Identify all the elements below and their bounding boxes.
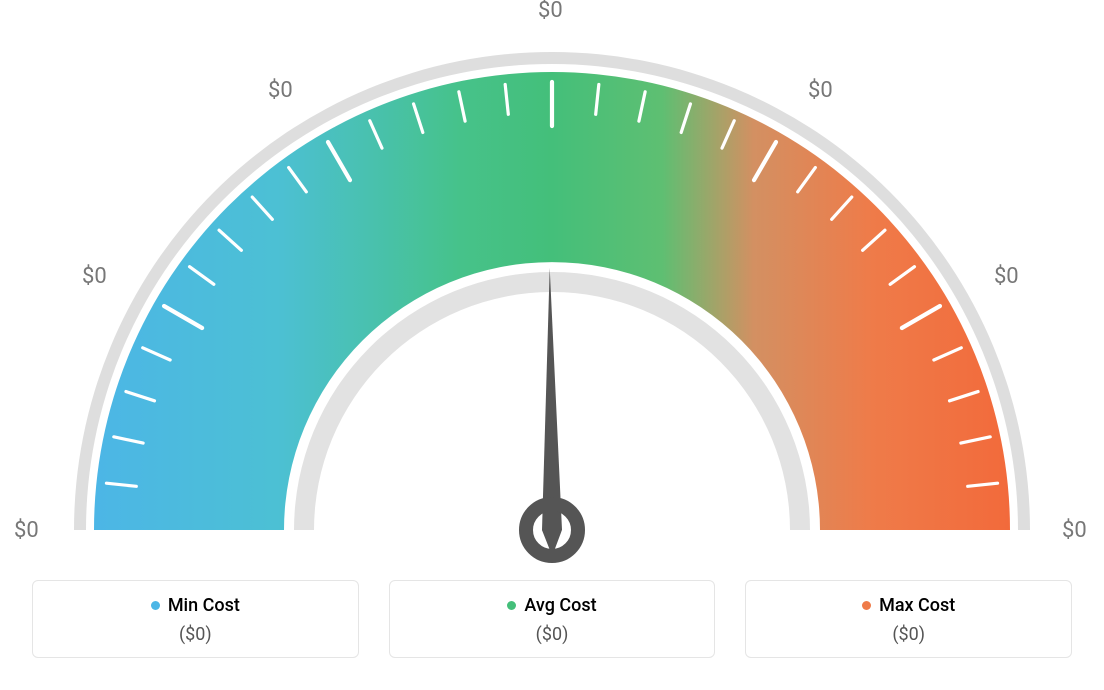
gauge-scale-label: $0 [538, 0, 563, 23]
legend-dot-max [862, 601, 871, 610]
legend-title-min: Min Cost [151, 595, 240, 616]
legend-row: Min Cost ($0) Avg Cost ($0) Max Cost ($0… [32, 580, 1072, 658]
legend-card-max: Max Cost ($0) [745, 580, 1072, 658]
legend-label-min: Min Cost [168, 595, 240, 616]
legend-dot-avg [507, 601, 516, 610]
gauge-container: $0$0$0$0$0$0$0 [22, 10, 1082, 570]
legend-title-avg: Avg Cost [507, 595, 596, 616]
gauge-chart [22, 10, 1082, 570]
legend-label-max: Max Cost [879, 595, 955, 616]
gauge-scale-label: $0 [1062, 518, 1087, 543]
legend-value-avg: ($0) [400, 624, 705, 645]
legend-card-avg: Avg Cost ($0) [389, 580, 716, 658]
legend-label-avg: Avg Cost [524, 595, 596, 616]
gauge-scale-label: $0 [268, 78, 293, 103]
gauge-scale-label: $0 [808, 78, 833, 103]
legend-dot-min [151, 601, 160, 610]
legend-value-max: ($0) [756, 624, 1061, 645]
legend-title-max: Max Cost [862, 595, 955, 616]
gauge-scale-label: $0 [994, 264, 1019, 289]
legend-card-min: Min Cost ($0) [32, 580, 359, 658]
gauge-scale-label: $0 [14, 518, 39, 543]
legend-value-min: ($0) [43, 624, 348, 645]
gauge-scale-label: $0 [82, 264, 107, 289]
